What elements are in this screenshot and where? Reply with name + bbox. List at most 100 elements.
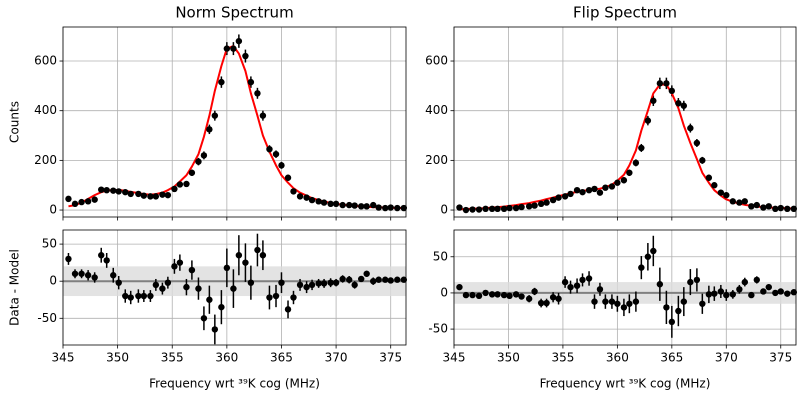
data-point — [777, 204, 784, 212]
residual-point — [218, 303, 225, 311]
axes-frame — [453, 229, 797, 346]
residual-point — [748, 291, 755, 299]
data-point — [200, 152, 208, 159]
data-point — [290, 188, 297, 195]
residual-point — [135, 292, 142, 300]
residual-point — [164, 279, 172, 286]
residual-point — [327, 279, 334, 286]
data-point — [115, 188, 122, 195]
data-point — [663, 80, 670, 87]
data-point — [579, 188, 586, 196]
residual-point — [65, 255, 72, 263]
axes-frame — [453, 26, 797, 218]
residual-point — [78, 270, 85, 277]
data-point — [620, 177, 628, 184]
residual-point — [620, 304, 628, 311]
data-point — [127, 190, 134, 198]
residual-point — [303, 283, 310, 291]
data-point — [218, 78, 225, 86]
residual-point — [723, 291, 730, 299]
residual-point — [608, 298, 616, 305]
data-point — [78, 198, 85, 206]
residual-point — [296, 281, 304, 289]
data-point — [206, 126, 213, 133]
residual-point — [71, 270, 79, 277]
residual-point — [711, 290, 718, 297]
data-point — [242, 52, 249, 60]
residual-point — [638, 264, 645, 271]
residual-point — [561, 278, 569, 286]
data-point — [632, 159, 640, 167]
residual-point — [482, 289, 489, 297]
residual-point — [195, 285, 202, 292]
data-point — [462, 206, 470, 214]
data-point — [345, 201, 353, 209]
data-point — [400, 204, 408, 212]
data-point — [543, 199, 550, 206]
residual-point — [382, 276, 389, 283]
data-point — [303, 194, 310, 201]
x-tick-label: 370 — [715, 351, 738, 365]
data-point — [608, 183, 616, 190]
data-point — [370, 201, 377, 209]
residual-point — [525, 295, 533, 302]
residual-point — [475, 292, 483, 300]
data-point — [296, 193, 304, 200]
y-tick-label: 0 — [49, 203, 57, 217]
residual-point — [549, 294, 557, 301]
data-point — [176, 181, 184, 188]
data-point — [358, 203, 365, 210]
data-point — [140, 192, 148, 199]
data-point — [699, 157, 706, 164]
data-point — [387, 204, 394, 211]
residual-point — [351, 281, 358, 289]
axes-frame — [62, 229, 407, 346]
residual-point — [736, 286, 743, 293]
residual-point — [614, 300, 621, 307]
residual-point — [363, 270, 370, 277]
residual-point — [176, 259, 184, 266]
residual-point — [315, 280, 322, 287]
y-tick-label: 400 — [34, 103, 57, 117]
residual-point — [488, 291, 496, 298]
data-point — [65, 195, 72, 203]
x-tick-label: 355 — [161, 351, 184, 365]
data-point — [506, 204, 513, 212]
residual-point — [345, 276, 353, 283]
residual-point — [290, 294, 297, 301]
residual-point — [188, 266, 196, 274]
data-point — [687, 124, 694, 132]
residual-point — [555, 295, 562, 302]
residual-point — [777, 288, 784, 295]
data-point — [230, 45, 237, 52]
residual-point — [91, 274, 98, 281]
residual-point — [140, 292, 148, 300]
data-point — [110, 187, 117, 194]
residual-point — [200, 315, 208, 322]
residual-point — [760, 288, 767, 295]
residual-point — [183, 283, 190, 291]
residual-point — [602, 298, 609, 305]
data-point — [531, 202, 538, 209]
x-tick-label: 370 — [325, 351, 348, 365]
residual-point — [596, 286, 604, 293]
data-point — [171, 185, 178, 193]
x-tick-label: 375 — [769, 351, 792, 365]
data-point — [266, 145, 273, 153]
y-tick-label: -50 — [428, 322, 448, 336]
x-tick-label: 345 — [52, 351, 75, 365]
data-point — [675, 100, 682, 107]
residual-point — [668, 318, 676, 326]
residual-point — [400, 276, 408, 283]
data-point — [765, 203, 772, 210]
residual-point — [687, 278, 694, 286]
residual-point — [247, 279, 255, 286]
residual-point — [230, 285, 237, 292]
residual-point — [211, 326, 219, 333]
data-point — [284, 174, 292, 181]
residual-point — [717, 288, 725, 295]
data-point — [555, 194, 562, 201]
residual-point — [632, 298, 640, 305]
data-point — [748, 203, 755, 210]
residual-point — [512, 291, 520, 298]
